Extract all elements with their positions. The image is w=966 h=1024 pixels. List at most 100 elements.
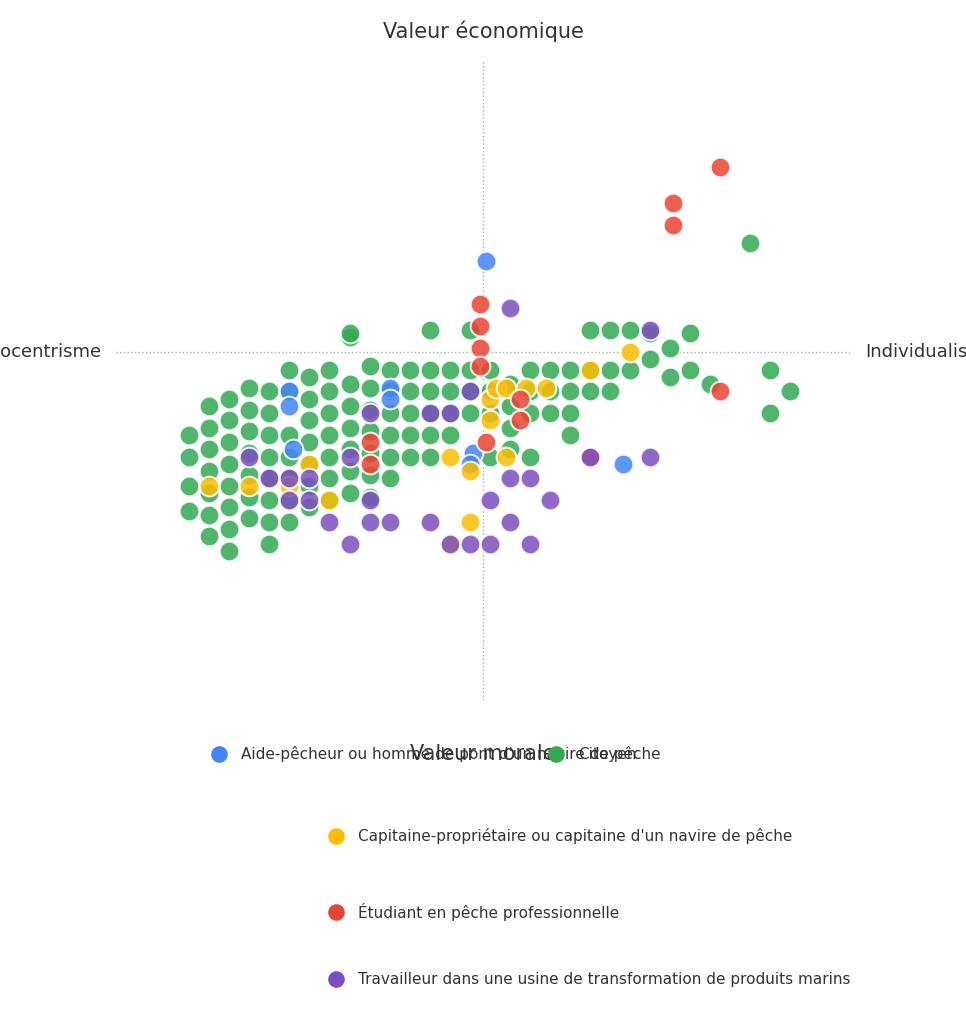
- Point: [301, 390, 317, 407]
- Point: [782, 383, 798, 399]
- Point: [542, 361, 557, 378]
- Point: [382, 449, 397, 465]
- Point: [422, 361, 438, 378]
- Point: [282, 449, 298, 465]
- Point: [382, 383, 397, 399]
- Point: [482, 390, 497, 407]
- Point: [282, 492, 298, 508]
- Point: [482, 404, 497, 421]
- Point: [622, 361, 638, 378]
- Point: [362, 401, 378, 418]
- Point: [602, 361, 617, 378]
- Point: [622, 343, 638, 359]
- Text: Valeur économique: Valeur économique: [383, 20, 583, 42]
- Point: [342, 420, 357, 436]
- Point: [382, 427, 397, 443]
- Point: [478, 253, 494, 269]
- Point: [362, 467, 378, 483]
- Point: [262, 383, 277, 399]
- Point: [382, 514, 397, 530]
- Point: [262, 470, 277, 486]
- Point: [642, 326, 658, 342]
- Point: [301, 492, 317, 508]
- Point: [582, 361, 598, 378]
- Point: [582, 322, 598, 338]
- Point: [342, 397, 357, 414]
- Point: [382, 390, 397, 407]
- Point: [502, 470, 518, 486]
- Text: Individualisme: Individualisme: [865, 342, 966, 360]
- Point: [642, 322, 658, 338]
- Point: [642, 350, 658, 367]
- Point: [202, 507, 217, 523]
- Point: [422, 404, 438, 421]
- Point: [462, 383, 477, 399]
- Point: [462, 361, 477, 378]
- Point: [282, 383, 298, 399]
- Point: [342, 536, 357, 552]
- Point: [662, 369, 677, 385]
- Point: [539, 380, 554, 396]
- Point: [682, 361, 697, 378]
- Point: [502, 397, 518, 414]
- Point: [462, 514, 477, 530]
- Point: [582, 449, 598, 465]
- Point: [762, 404, 778, 421]
- Point: [282, 477, 298, 494]
- Point: [301, 456, 317, 472]
- Point: [472, 296, 488, 312]
- Point: [342, 463, 357, 479]
- Point: [422, 427, 438, 443]
- Point: [562, 427, 578, 443]
- Point: [582, 361, 598, 378]
- Point: [382, 361, 397, 378]
- Point: [642, 449, 658, 465]
- Point: [462, 456, 477, 472]
- Point: [221, 456, 237, 472]
- Point: [522, 383, 537, 399]
- Point: [712, 159, 727, 175]
- Point: [542, 404, 557, 421]
- Point: [662, 340, 677, 356]
- Point: [602, 383, 617, 399]
- Point: [519, 380, 534, 396]
- Point: [301, 477, 317, 494]
- Point: [262, 536, 277, 552]
- Point: [221, 543, 237, 559]
- Point: [402, 404, 417, 421]
- Point: [362, 434, 378, 451]
- Point: [472, 340, 488, 356]
- Point: [262, 427, 277, 443]
- Point: [402, 427, 417, 443]
- Point: [462, 404, 477, 421]
- Point: [422, 404, 438, 421]
- Point: [282, 397, 298, 414]
- Point: [262, 514, 277, 530]
- Point: [441, 404, 457, 421]
- Point: [542, 383, 557, 399]
- Point: [402, 361, 417, 378]
- Point: [362, 456, 378, 472]
- Point: [342, 484, 357, 501]
- Point: [362, 444, 378, 461]
- Point: [301, 456, 317, 472]
- Point: [666, 195, 681, 211]
- Text: Travailleur dans une usine de transformation de produits marins: Travailleur dans une usine de transforma…: [358, 972, 851, 987]
- Point: [301, 470, 317, 486]
- Point: [502, 300, 518, 316]
- Point: [202, 397, 217, 414]
- Point: [242, 444, 257, 461]
- Point: [472, 357, 488, 374]
- Point: [382, 470, 397, 486]
- Point: [362, 488, 378, 505]
- Point: [322, 383, 337, 399]
- Point: [466, 444, 481, 461]
- Point: [221, 500, 237, 516]
- Point: [322, 514, 337, 530]
- Point: [522, 470, 537, 486]
- Point: [202, 528, 217, 545]
- Text: Capitaine-propriétaire ou capitaine d'un navire de pêche: Capitaine-propriétaire ou capitaine d'un…: [358, 828, 792, 845]
- Point: [362, 404, 378, 421]
- Point: [502, 441, 518, 458]
- Point: [282, 427, 298, 443]
